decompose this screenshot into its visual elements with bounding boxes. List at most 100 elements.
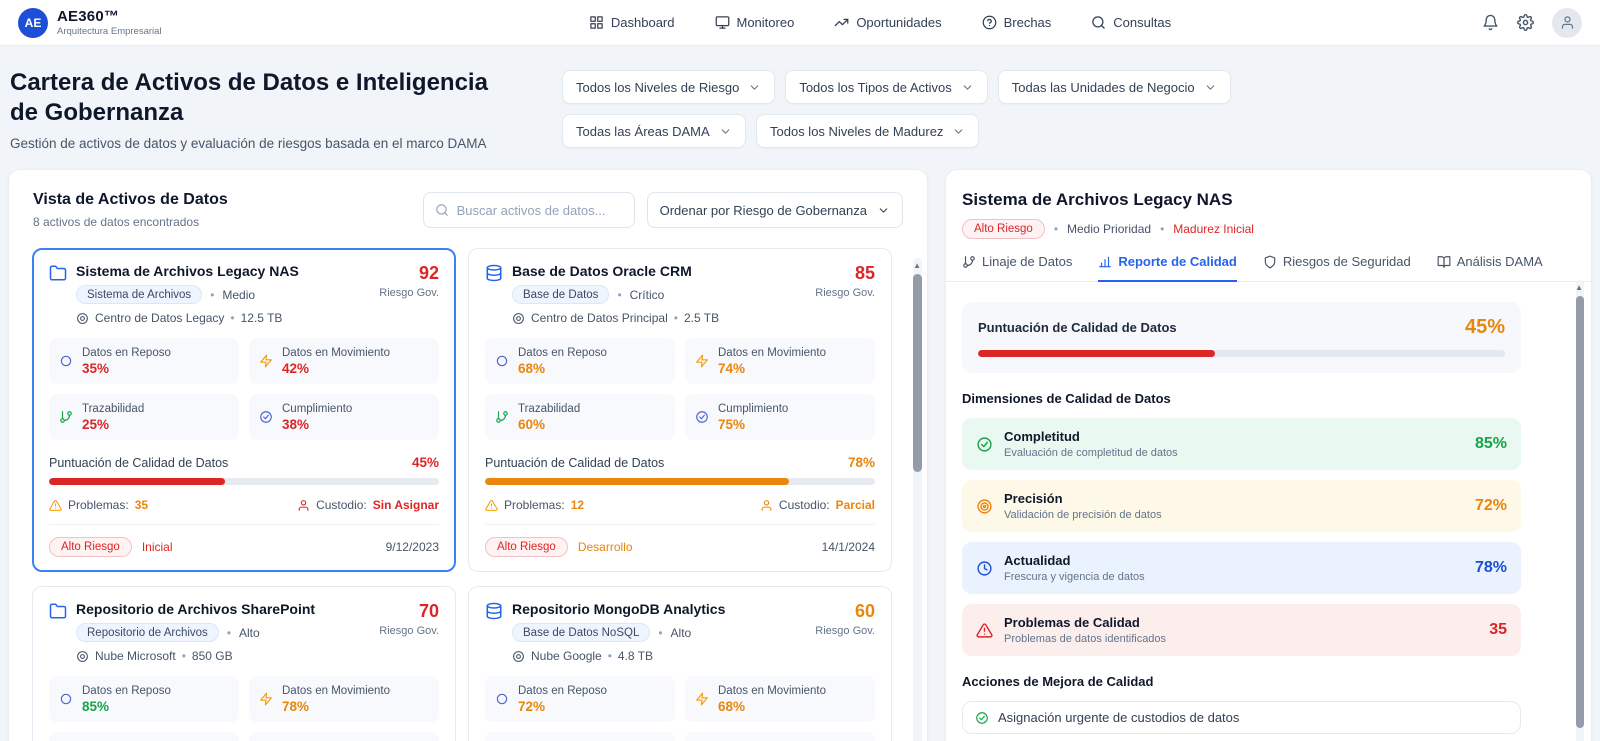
- separator-dot: [182, 649, 186, 663]
- nav-dashboard[interactable]: Dashboard: [589, 15, 675, 30]
- metric-traceability: Trazabilidad58%: [485, 732, 675, 741]
- asset-card-mongodb[interactable]: Repositorio MongoDB Analytics Base de Da…: [468, 586, 892, 741]
- metric-traceability: Trazabilidad 25%: [49, 394, 239, 440]
- metric-label: Datos en Movimiento: [282, 346, 391, 359]
- asset-criticality: Crítico: [629, 287, 665, 302]
- risk-gov-label: Riesgo Gov.: [815, 287, 875, 299]
- quality-progress-bar: [485, 478, 875, 485]
- scrollbar-up-arrow[interactable]: ▲: [1575, 283, 1583, 292]
- metric-value: 25%: [82, 416, 110, 432]
- zap-icon: [696, 692, 708, 706]
- filter-risk-level[interactable]: Todos los Niveles de Riesgo: [562, 70, 776, 104]
- dimension-desc: Validación de precisión de datos: [1004, 509, 1162, 521]
- scrollbar-thumb[interactable]: [913, 274, 922, 472]
- detail-maturity: Madurez Inicial: [1173, 222, 1254, 236]
- asset-search-input[interactable]: [456, 202, 617, 218]
- tab-reporte-de-calidad[interactable]: Reporte de Calidad: [1098, 254, 1237, 282]
- metric-data-in-motion: Datos en Movimiento 42%: [249, 338, 439, 384]
- filter-dama-area[interactable]: Todas las Áreas DAMA: [562, 114, 746, 148]
- book-open-icon: [1437, 255, 1451, 268]
- filter-asset-type[interactable]: Todos los Tipos de Activos: [785, 70, 988, 104]
- target-icon: [977, 498, 992, 514]
- quality-progress-bar: [49, 478, 439, 485]
- nav-consultas[interactable]: Consultas: [1091, 15, 1171, 30]
- scrollbar-thumb[interactable]: [1576, 296, 1584, 728]
- metric-compliance: Cumplimiento70%: [685, 732, 875, 741]
- quality-score-label: Puntuación de Calidad de Datos: [978, 320, 1177, 335]
- main-nav: Dashboard Monitoreo Oportunidades Brecha…: [589, 15, 1171, 30]
- asset-card-legacy-nas[interactable]: Sistema de Archivos Legacy NAS Sistema d…: [32, 248, 456, 572]
- scrollbar-up-arrow[interactable]: ▲: [913, 261, 921, 270]
- metric-data-in-motion: Datos en Movimiento 78%: [249, 676, 439, 722]
- chevron-down-icon: [879, 207, 888, 213]
- asset-card-sharepoint[interactable]: Repositorio de Archivos SharePoint Repos…: [32, 586, 456, 741]
- tab-linaje-de-datos[interactable]: Linaje de Datos: [962, 254, 1072, 282]
- nav-monitoreo[interactable]: Monitoreo: [715, 15, 795, 30]
- chevron-down-icon: [721, 128, 730, 134]
- filter-bar: Todos los Niveles de Riesgo Todos los Ti…: [562, 70, 1374, 148]
- git-branch-icon: [60, 411, 72, 423]
- alert-triangle-icon: [976, 622, 993, 638]
- dimension-problemas: Problemas de Calidad Problemas de datos …: [962, 604, 1521, 656]
- asset-date: 9/12/2023: [385, 540, 439, 554]
- user-avatar[interactable]: [1552, 7, 1582, 38]
- asset-card-oracle-crm[interactable]: Base de Datos Oracle CRM Base de Datos C…: [468, 248, 892, 572]
- settings-button[interactable]: [1517, 14, 1534, 31]
- nav-brechas[interactable]: Brechas: [982, 15, 1051, 30]
- problems-count: 35: [134, 498, 149, 512]
- separator-dot: [1160, 222, 1164, 236]
- metric-value: 75%: [718, 416, 746, 432]
- tab-analisis-dama[interactable]: Análisis DAMA: [1437, 254, 1543, 282]
- nav-monitoreo-label: Monitoreo: [736, 15, 795, 30]
- dimension-value: 72%: [1474, 497, 1507, 514]
- separator-dot: [674, 311, 678, 325]
- brand-logo-icon: AE: [18, 7, 48, 38]
- asset-location: Centro de Datos Legacy: [95, 311, 225, 325]
- assets-count: 8 activos de datos encontrados: [33, 215, 200, 229]
- dimension-desc: Problemas de datos identificados: [1004, 633, 1167, 645]
- dimensions-section-title: Dimensiones de Calidad de Datos: [962, 391, 1171, 406]
- custodian-label: Custodio:: [778, 498, 830, 512]
- asset-type-badge: Repositorio de Archivos: [76, 623, 219, 642]
- git-branch-icon: [496, 411, 508, 423]
- metric-label: Datos en Movimiento: [718, 684, 827, 697]
- asset-criticality: Alto: [670, 625, 692, 640]
- separator-dot: [227, 626, 231, 640]
- risk-gov-label: Riesgo Gov.: [379, 287, 439, 299]
- tab-riesgos-de-seguridad[interactable]: Riesgos de Seguridad: [1263, 254, 1411, 282]
- asset-title: Repositorio de Archivos SharePoint: [76, 601, 316, 617]
- metric-label: Datos en Reposo: [82, 684, 171, 697]
- chevron-down-icon: [963, 84, 972, 90]
- nav-dashboard-label: Dashboard: [610, 15, 675, 30]
- filter-risk-level-label: Todos los Niveles de Riesgo: [576, 79, 740, 95]
- gear-icon: [1517, 14, 1534, 31]
- scrollbar-track[interactable]: [913, 258, 922, 741]
- asset-type-badge: Base de Datos: [512, 285, 610, 304]
- notifications-button[interactable]: [1482, 14, 1499, 31]
- nav-oportunidades-label: Oportunidades: [856, 15, 942, 30]
- metric-traceability: Trazabilidad50%: [49, 732, 239, 741]
- dimension-title: Actualidad: [1004, 553, 1071, 568]
- zap-icon: [260, 692, 272, 706]
- nav-oportunidades[interactable]: Oportunidades: [834, 15, 942, 30]
- assets-panel-title: Vista de Activos de Datos: [33, 191, 228, 208]
- monitor-icon: [715, 16, 729, 29]
- risk-gov-label: Riesgo Gov.: [379, 625, 439, 637]
- dimension-value: 35: [1489, 621, 1507, 638]
- quality-action-item[interactable]: Asignación urgente de custodios de datos: [962, 701, 1521, 734]
- asset-size: 12.5 TB: [240, 311, 283, 325]
- quality-score-box: Puntuación de Calidad de Datos 45%: [962, 302, 1521, 373]
- filter-business-unit[interactable]: Todas las Unidades de Negocio: [997, 70, 1231, 104]
- metric-value: 78%: [282, 698, 310, 714]
- filter-maturity-level[interactable]: Todos los Niveles de Madurez: [756, 114, 980, 148]
- asset-card-grid: Sistema de Archivos Legacy NAS Sistema d…: [9, 246, 927, 741]
- custodian-value: Sin Asignar: [372, 498, 439, 512]
- dimension-title: Precisión: [1004, 491, 1063, 506]
- search-icon: [1092, 16, 1106, 29]
- asset-criticality: Alto: [239, 625, 260, 640]
- sort-select[interactable]: Ordenar por Riesgo de Gobernanza: [646, 192, 903, 228]
- metric-data-at-rest: Datos en Reposo 35%: [49, 338, 239, 384]
- detail-risk-badge: Alto Riesgo: [962, 219, 1045, 239]
- quality-score-label: Puntuación de Calidad de Datos: [485, 455, 665, 470]
- metric-value: 42%: [282, 360, 310, 376]
